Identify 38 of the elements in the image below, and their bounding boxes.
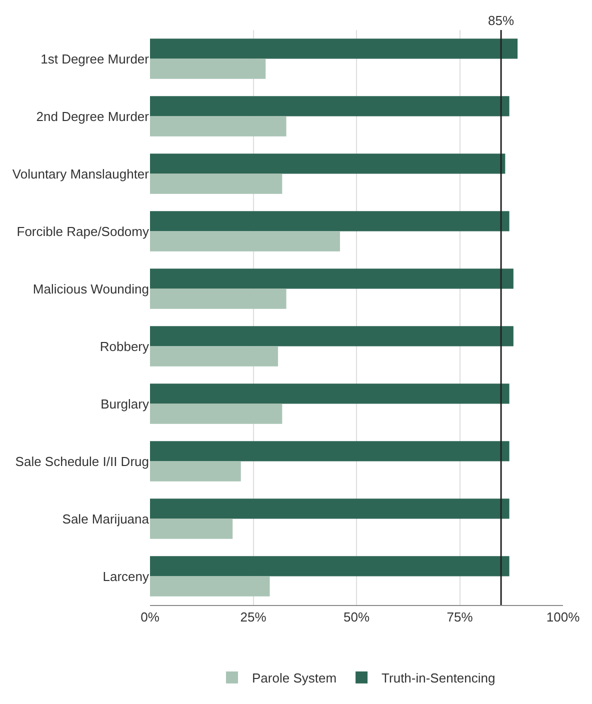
bar bbox=[150, 498, 510, 519]
y-tick-label: Burglary bbox=[100, 396, 150, 412]
y-tick-label: Malicious Wounding bbox=[32, 281, 149, 296]
bar bbox=[150, 38, 518, 59]
bar bbox=[150, 154, 506, 174]
bar bbox=[150, 58, 266, 79]
legend-label: Parole System bbox=[252, 670, 337, 686]
x-tick-label: 50% bbox=[343, 610, 370, 625]
bar bbox=[150, 576, 270, 596]
bar bbox=[150, 116, 286, 136]
y-tick-label: Larceny bbox=[102, 568, 150, 584]
x-tick-label: 0% bbox=[140, 610, 160, 625]
bar bbox=[150, 174, 282, 194]
y-tick-label: Sale Schedule I/II Drug bbox=[15, 454, 149, 469]
bar bbox=[150, 441, 510, 462]
x-tick-label: 100% bbox=[546, 610, 580, 625]
legend-label: Truth-in-Sentencing bbox=[382, 670, 496, 686]
bar bbox=[150, 384, 510, 404]
bar bbox=[150, 346, 278, 366]
x-tick-label: 75% bbox=[446, 610, 474, 625]
y-tick-label: Sale Marijuana bbox=[62, 511, 150, 526]
y-tick-label: 1st Degree Murder bbox=[40, 51, 150, 66]
bar bbox=[150, 518, 233, 539]
bar bbox=[150, 556, 510, 576]
bar bbox=[150, 461, 241, 482]
ref-line-label: 85% bbox=[488, 13, 514, 28]
bar bbox=[150, 96, 510, 116]
bar bbox=[150, 268, 514, 289]
bar bbox=[150, 231, 340, 252]
bar bbox=[150, 326, 514, 346]
bar bbox=[150, 404, 282, 424]
y-tick-label: Forcible Rape/Sodomy bbox=[16, 224, 150, 239]
bar bbox=[150, 211, 510, 232]
y-tick-label: Voluntary Manslaughter bbox=[12, 166, 150, 182]
bar bbox=[150, 288, 286, 309]
x-tick-label: 25% bbox=[240, 610, 267, 625]
y-tick-label: Robbery bbox=[100, 338, 150, 354]
y-tick-label: 2nd Degree Murder bbox=[36, 108, 150, 124]
